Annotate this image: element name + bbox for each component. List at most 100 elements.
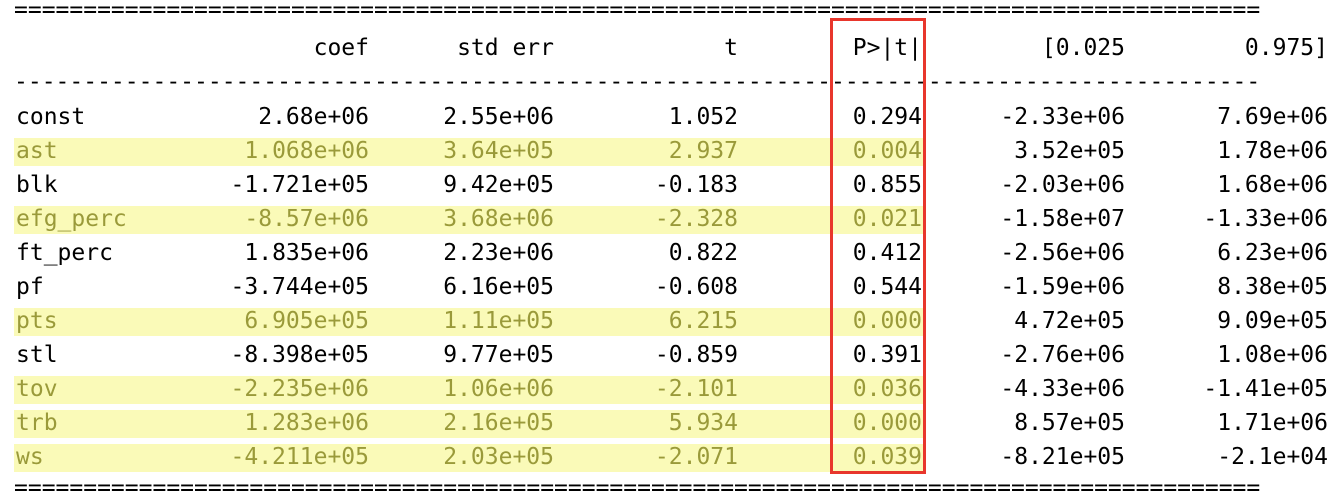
row-t: -0.183 bbox=[654, 172, 738, 198]
row-coef: 1.283e+06 bbox=[244, 410, 369, 436]
row-p-value: 0.039 bbox=[852, 444, 922, 470]
table-row: blk -1.721e+05 9.42e+05 -0.183 0.855 -2.03e+0… bbox=[14, 170, 1330, 200]
row-variable-name: stl bbox=[16, 342, 58, 368]
row-std-err: 2.16e+05 bbox=[443, 410, 554, 436]
row-highlight-band bbox=[14, 308, 925, 336]
table-row: ws -4.211e+05 2.03e+05 -2.071 0.039 -8.21e+05… bbox=[14, 442, 1330, 472]
row-std-err: 9.77e+05 bbox=[443, 342, 554, 368]
row-p-value: 0.412 bbox=[852, 240, 922, 266]
row-std-err: 2.03e+05 bbox=[443, 444, 554, 470]
table-row: stl -8.398e+05 9.77e+05 -0.859 0.391 -2.76e+0… bbox=[14, 340, 1330, 370]
row-coef: 1.835e+06 bbox=[244, 240, 369, 266]
bottom-double-rule: ========================================… bbox=[14, 478, 1261, 498]
row-std-err: 1.11e+05 bbox=[443, 308, 554, 334]
row-p-value: 0.036 bbox=[852, 376, 922, 402]
row-coef: 1.068e+06 bbox=[244, 138, 369, 164]
table-row: pts 6.905e+05 1.11e+05 6.215 0.000 4.72e+05 9.… bbox=[14, 306, 1330, 336]
row-t: 1.052 bbox=[668, 104, 738, 130]
row-ci-high: 6.23e+06 bbox=[1217, 240, 1328, 266]
row-ci-high: 1.71e+06 bbox=[1217, 410, 1328, 436]
row-t: 0.822 bbox=[668, 240, 738, 266]
row-p-value: 0.000 bbox=[852, 410, 922, 436]
top-double-rule: ========================================… bbox=[14, 0, 1261, 20]
row-variable-name: ft_perc bbox=[16, 240, 113, 266]
row-ci-low: -1.58e+07 bbox=[1000, 206, 1125, 232]
row-highlight-band bbox=[14, 376, 925, 404]
row-variable-name: pts bbox=[16, 308, 58, 334]
row-ci-low: 8.57e+05 bbox=[1014, 410, 1125, 436]
row-ci-high: -1.41e+05 bbox=[1203, 376, 1328, 402]
row-variable-name: ast bbox=[16, 138, 58, 164]
row-variable-name: ws bbox=[16, 444, 44, 470]
row-ci-high: 7.69e+06 bbox=[1217, 104, 1328, 130]
row-t: -2.101 bbox=[654, 376, 738, 402]
row-p-value: 0.391 bbox=[852, 342, 922, 368]
row-t: 6.215 bbox=[668, 308, 738, 334]
table-header: coef std err t P>|t| [0.025 0.975] bbox=[14, 33, 1330, 63]
row-highlight-band bbox=[14, 206, 925, 234]
table-row: ft_perc 1.835e+06 2.23e+06 0.822 0.412 -2.56e… bbox=[14, 238, 1330, 268]
row-ci-low: -1.59e+06 bbox=[1000, 274, 1125, 300]
row-std-err: 3.68e+06 bbox=[443, 206, 554, 232]
row-std-err: 2.55e+06 bbox=[443, 104, 554, 130]
row-ci-low: -2.76e+06 bbox=[1000, 342, 1125, 368]
row-p-value: 0.544 bbox=[852, 274, 922, 300]
row-t: -2.328 bbox=[654, 206, 738, 232]
header-ci-high: 0.975] bbox=[1244, 35, 1328, 61]
header-p-value: P>|t| bbox=[852, 35, 922, 61]
row-std-err: 9.42e+05 bbox=[443, 172, 554, 198]
table-row: ast 1.068e+06 3.64e+05 2.937 0.004 3.52e+05 1.… bbox=[14, 136, 1330, 166]
row-coef: -4.211e+05 bbox=[230, 444, 369, 470]
row-ci-high: 9.09e+05 bbox=[1217, 308, 1328, 334]
row-p-value: 0.294 bbox=[852, 104, 922, 130]
row-ci-low: -2.33e+06 bbox=[1000, 104, 1125, 130]
row-ci-high: -2.1e+04 bbox=[1217, 444, 1328, 470]
row-p-value: 0.021 bbox=[852, 206, 922, 232]
header-single-rule: ----------------------------------------… bbox=[14, 72, 1261, 92]
row-variable-name: blk bbox=[16, 172, 58, 198]
row-coef: 2.68e+06 bbox=[258, 104, 369, 130]
table-row: const 2.68e+06 2.55e+06 1.052 0.294 -2.33e+06… bbox=[14, 102, 1330, 132]
row-coef: -1.721e+05 bbox=[230, 172, 369, 198]
row-variable-name: pf bbox=[16, 274, 44, 300]
row-variable-name: tov bbox=[16, 376, 58, 402]
table-row: pf -3.744e+05 6.16e+05 -0.608 0.544 -1.59e+06… bbox=[14, 272, 1330, 302]
row-t: -0.859 bbox=[654, 342, 738, 368]
row-ci-high: -1.33e+06 bbox=[1203, 206, 1328, 232]
row-std-err: 3.64e+05 bbox=[443, 138, 554, 164]
row-coef: -2.235e+06 bbox=[230, 376, 369, 402]
header-t: t bbox=[724, 35, 738, 61]
header-std-err: std err bbox=[457, 35, 554, 61]
row-coef: -3.744e+05 bbox=[230, 274, 369, 300]
row-variable-name: trb bbox=[16, 410, 58, 436]
row-ci-high: 8.38e+05 bbox=[1217, 274, 1328, 300]
row-p-value: 0.855 bbox=[852, 172, 922, 198]
row-std-err: 1.06e+06 bbox=[443, 376, 554, 402]
row-t: 5.934 bbox=[668, 410, 738, 436]
table-row: trb 1.283e+06 2.16e+05 5.934 0.000 8.57e+05 1.… bbox=[14, 408, 1330, 438]
header-ci-low: [0.025 bbox=[1041, 35, 1125, 61]
row-std-err: 6.16e+05 bbox=[443, 274, 554, 300]
row-ci-low: -2.03e+06 bbox=[1000, 172, 1125, 198]
row-highlight-band bbox=[14, 444, 925, 472]
row-p-value: 0.004 bbox=[852, 138, 922, 164]
row-std-err: 2.23e+06 bbox=[443, 240, 554, 266]
row-t: 2.937 bbox=[668, 138, 738, 164]
row-ci-low: -4.33e+06 bbox=[1000, 376, 1125, 402]
row-t: -2.071 bbox=[654, 444, 738, 470]
table-row: tov -2.235e+06 1.06e+06 -2.101 0.036 -4.33e+0… bbox=[14, 374, 1330, 404]
row-coef: -8.57e+06 bbox=[244, 206, 369, 232]
row-highlight-band bbox=[14, 410, 925, 438]
row-ci-low: -2.56e+06 bbox=[1000, 240, 1125, 266]
row-ci-low: 3.52e+05 bbox=[1014, 138, 1125, 164]
row-coef: 6.905e+05 bbox=[244, 308, 369, 334]
row-coef: -8.398e+05 bbox=[230, 342, 369, 368]
table-row: efg_perc -8.57e+06 3.68e+06 -2.328 0.021 -1.5… bbox=[14, 204, 1330, 234]
row-variable-name: const bbox=[16, 104, 86, 130]
header-coef: coef bbox=[313, 35, 369, 61]
row-ci-high: 1.78e+06 bbox=[1217, 138, 1328, 164]
row-ci-high: 1.08e+06 bbox=[1217, 342, 1328, 368]
row-ci-high: 1.68e+06 bbox=[1217, 172, 1328, 198]
row-ci-low: -8.21e+05 bbox=[1000, 444, 1125, 470]
row-highlight-band bbox=[14, 138, 925, 166]
